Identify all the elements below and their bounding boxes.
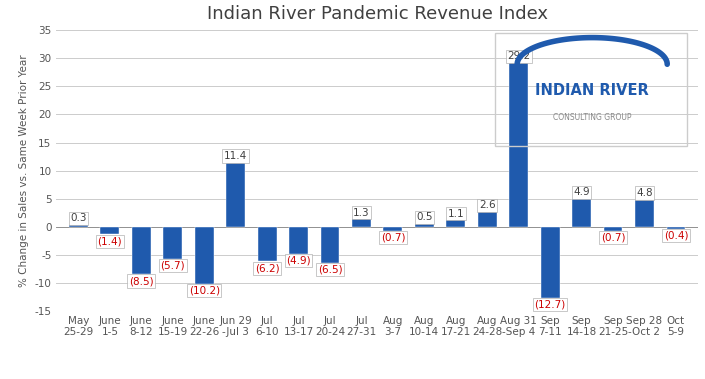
Bar xyxy=(415,224,434,227)
Text: 11.4: 11.4 xyxy=(224,151,247,161)
Bar xyxy=(289,227,308,254)
Bar xyxy=(69,225,88,227)
Bar xyxy=(321,227,339,263)
Text: (8.5): (8.5) xyxy=(129,276,154,286)
Text: 4.8: 4.8 xyxy=(636,188,653,198)
Title: Indian River Pandemic Revenue Index: Indian River Pandemic Revenue Index xyxy=(207,5,548,23)
Text: (0.4): (0.4) xyxy=(663,230,688,241)
Bar xyxy=(164,227,182,258)
Bar xyxy=(195,227,214,284)
Text: (6.5): (6.5) xyxy=(318,265,343,275)
Text: INDIAN RIVER: INDIAN RIVER xyxy=(535,83,649,99)
Bar xyxy=(226,163,245,227)
Text: 0.3: 0.3 xyxy=(70,213,87,223)
Text: (0.7): (0.7) xyxy=(601,232,625,242)
Text: 2.6: 2.6 xyxy=(479,200,496,210)
Text: 1.1: 1.1 xyxy=(448,209,464,219)
Bar xyxy=(352,219,371,227)
Bar xyxy=(446,221,465,227)
Text: (6.2): (6.2) xyxy=(255,263,279,273)
Text: (10.2): (10.2) xyxy=(189,285,220,296)
Bar xyxy=(603,227,623,230)
Text: (1.4): (1.4) xyxy=(97,236,122,246)
Bar xyxy=(132,227,151,274)
Text: CONSULTING GROUP: CONSULTING GROUP xyxy=(553,113,632,122)
Text: 1.3: 1.3 xyxy=(353,208,369,218)
Text: 0.5: 0.5 xyxy=(416,212,433,222)
Bar xyxy=(666,227,685,229)
Bar xyxy=(509,63,528,227)
Text: (4.9): (4.9) xyxy=(286,256,311,266)
Bar xyxy=(541,227,560,298)
Bar xyxy=(100,227,119,235)
Bar xyxy=(635,200,654,227)
Bar xyxy=(572,199,591,227)
Text: (12.7): (12.7) xyxy=(534,299,566,310)
Bar xyxy=(384,227,403,230)
Text: (0.7): (0.7) xyxy=(381,232,405,242)
Y-axis label: % Change in Sales vs. Same Week Prior Year: % Change in Sales vs. Same Week Prior Ye… xyxy=(19,54,29,287)
Text: (5.7): (5.7) xyxy=(161,260,185,270)
Text: 29.2: 29.2 xyxy=(507,51,530,61)
Text: 4.9: 4.9 xyxy=(573,188,590,197)
Bar xyxy=(478,212,497,227)
Bar xyxy=(257,227,276,262)
